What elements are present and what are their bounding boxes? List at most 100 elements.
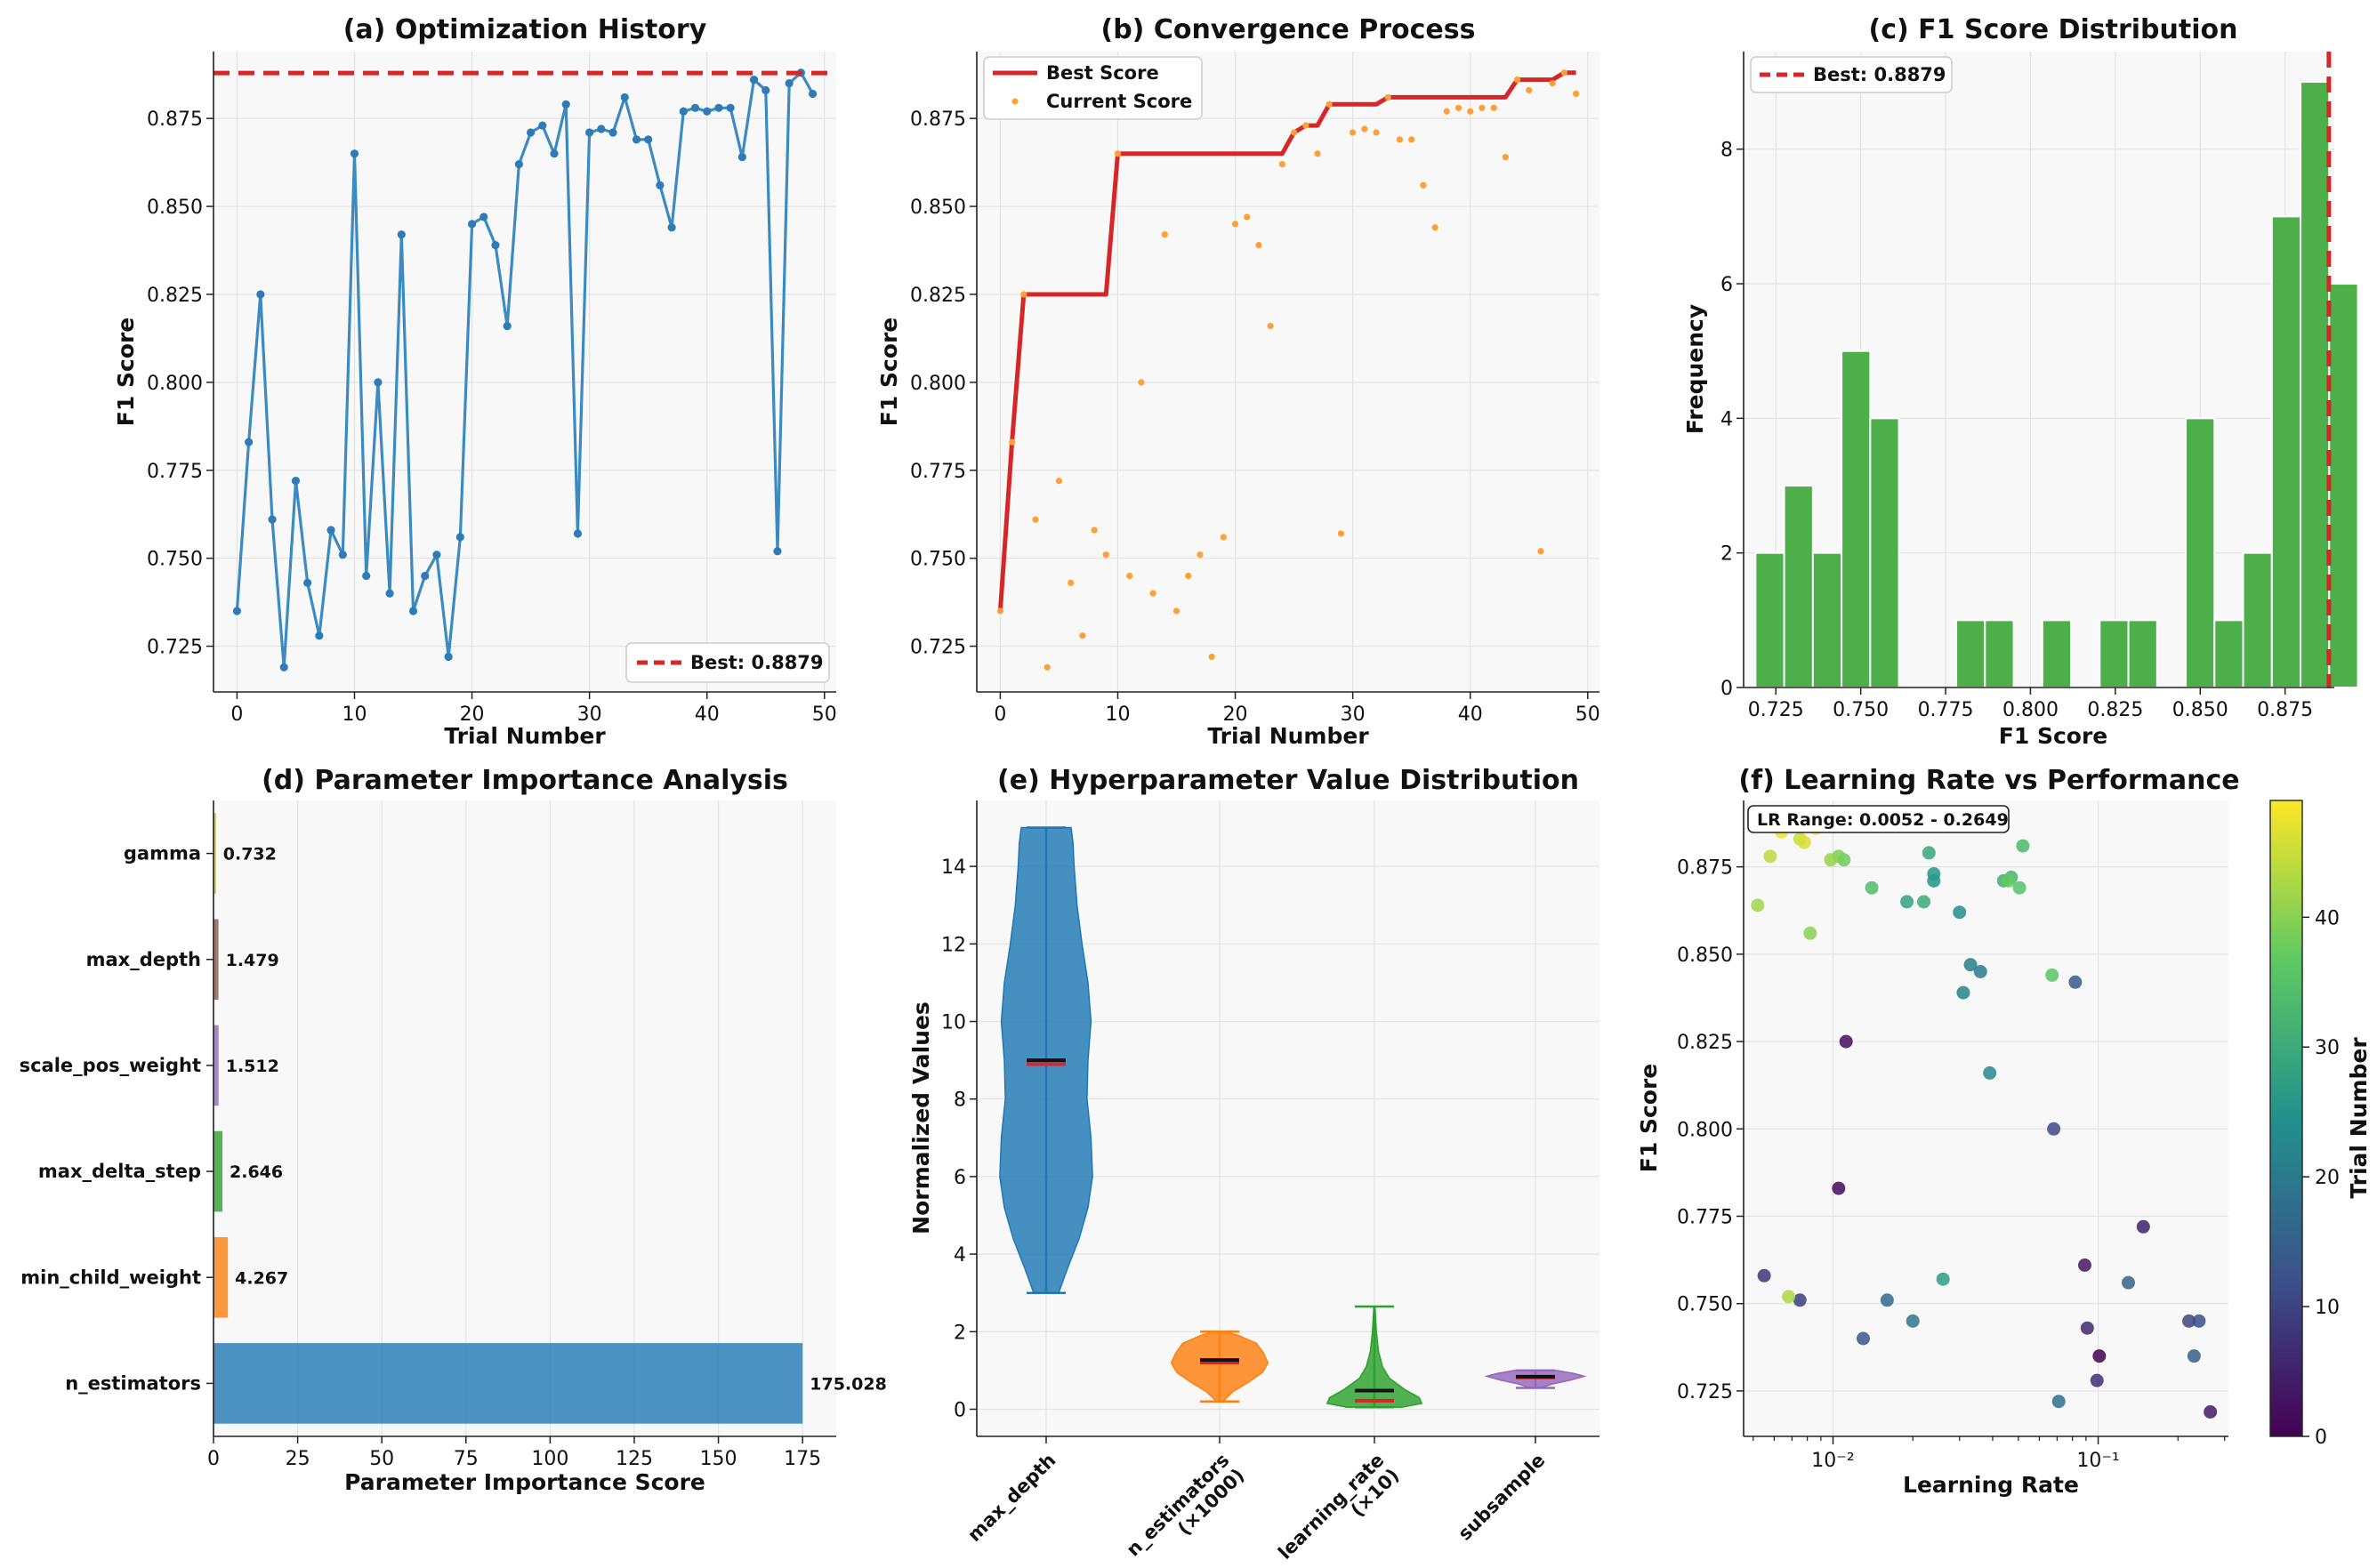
panel-f-trial-point — [1757, 1268, 1771, 1283]
panel-f-y-tick-label: 0.825 — [1677, 1032, 1733, 1054]
panel-f-annotation-text: LR Range: 0.0052 - 0.2649 — [1757, 810, 2009, 830]
panel-a-trial-point — [808, 89, 818, 99]
panel-a-trial-point — [291, 477, 301, 486]
panel-a-trial-point — [315, 631, 324, 640]
panel-a-y-tick-label: 0.850 — [147, 197, 203, 219]
panel-a-trial-point — [268, 515, 277, 524]
panel-b-current-score-point — [1373, 129, 1380, 136]
panel-a-trial-point — [444, 652, 453, 662]
panel-f-trial-point — [2204, 1405, 2218, 1419]
panel-a-plot-area — [214, 52, 836, 692]
panel-a-trial-point — [656, 181, 665, 189]
panel-b-current-score-point — [1161, 231, 1168, 238]
panel-c-legend-best-label: Best: 0.8879 — [1813, 64, 1946, 85]
panel-b-current-score-point — [1091, 527, 1098, 534]
panel-b-y-tick-label: 0.850 — [910, 197, 966, 219]
panel-b-current-score-point — [1020, 291, 1027, 298]
panel-b-current-score-point — [1255, 241, 1262, 249]
panel-b-y-tick-label: 0.725 — [910, 637, 966, 659]
panel-f-x-tick-label: 10⁻² — [1811, 1450, 1854, 1472]
panel-f-y-tick-label: 0.775 — [1677, 1207, 1733, 1229]
panel-b-current-score-point — [1220, 534, 1227, 541]
panel-a-trial-point — [667, 223, 676, 232]
panel-b-current-score-point — [1325, 101, 1333, 108]
panel-c-y-tick-label: 0 — [1720, 678, 1733, 700]
panel-f-trial-point — [1900, 895, 1914, 909]
panel-c: 0.725 0.750 0.775 0.800 0.825 0.850 0.875 0 2 4 6 8… — [1682, 14, 2359, 749]
panel-f-trial-point — [1865, 880, 1879, 895]
panel-f-annotation: LR Range: 0.0052 - 0.2649 — [1747, 805, 2010, 833]
panel-d-x-tick-label: 50 — [369, 1448, 394, 1470]
panel-a-trial-point — [514, 159, 523, 169]
panel-d-bar-max_delta_step — [214, 1130, 223, 1212]
panel-b-current-score-point — [1149, 590, 1156, 597]
panel-b-legend: Best Score Current Score — [983, 56, 1203, 120]
panel-c-histogram-bar — [2328, 283, 2359, 688]
panel-f-ticks: 0.725 0.750 0.775 0.800 0.825 0.850 0.875 10⁻² 1… — [1677, 857, 2226, 1472]
panel-f-trial-point — [2047, 1122, 2061, 1136]
colorbar-tick-label: 20 — [2315, 1167, 2340, 1189]
panel-f-annotation-box — [1747, 805, 2010, 833]
panel-a-x-tick-label: 20 — [460, 704, 485, 726]
panel-e-y-tick-label: 4 — [954, 1244, 966, 1266]
panel-d-x-tick-label: 100 — [531, 1448, 568, 1470]
panel-d-x-tick-label: 175 — [784, 1448, 821, 1470]
panel-f-trial-point — [2077, 1258, 2091, 1272]
panel-c-y-tick-label: 2 — [1720, 543, 1733, 566]
panel-d-value-label: 0.732 — [223, 845, 277, 864]
panel-f-trial-point — [1793, 1293, 1807, 1307]
panel-b-current-score-point — [1055, 478, 1063, 485]
panel-d-x-tick-label: 75 — [454, 1448, 479, 1470]
panel-b-title: (b) Convergence Process — [1100, 14, 1475, 45]
panel-d-value-label: 1.512 — [226, 1057, 279, 1076]
panel-c-histogram-bar — [1869, 417, 1900, 688]
panel-b-current-score-point — [1244, 213, 1251, 221]
panel-f-trial-point — [1922, 846, 1936, 860]
panel-a-x-tick-label: 40 — [695, 704, 720, 726]
panel-b-current-score-point — [1337, 530, 1345, 537]
panel-f-trial-point — [1839, 1034, 1853, 1049]
panel-f-trial-point — [2002, 873, 2016, 888]
panel-b-current-score-point — [996, 607, 1004, 615]
panel-a: 0 10 20 30 40 50 0.725 0.750 0.775 0.800 0.825 0.85… — [113, 14, 837, 749]
panel-a-y-tick-label: 0.750 — [147, 549, 203, 571]
panel-f-y-tick-label: 0.850 — [1677, 945, 1733, 967]
panel-b-current-score-point — [1114, 150, 1122, 157]
panel-b-current-score-point — [1537, 548, 1544, 555]
panel-f-trial-point — [1880, 1293, 1894, 1307]
panel-f-x-tick-label: 10⁻¹ — [2076, 1450, 2119, 1472]
panel-d: 0 25 50 75 100 125 150 175 gamma 0.732 max_depth 1.… — [20, 765, 887, 1495]
panel-e-marks — [999, 826, 1587, 1409]
panel-c-histogram-bar — [2185, 417, 2216, 688]
panel-a-x-tick-label: 0 — [230, 704, 243, 726]
panel-c-legend: Best: 0.8879 — [1750, 56, 1953, 93]
panel-e-category-label: learning_rate(×10) — [1274, 1450, 1403, 1568]
panel-b-current-score-point — [1526, 86, 1533, 94]
panel-c-histogram-bar — [2270, 215, 2302, 689]
panel-c-x-tick-label: 0.825 — [2087, 699, 2143, 721]
panel-e-y-tick-label: 6 — [954, 1167, 966, 1189]
panel-f-trial-point — [1832, 1181, 1846, 1195]
panel-a-trial-point — [737, 153, 746, 162]
panel-f-trial-point — [2012, 880, 2026, 895]
panel-c-histogram-bar — [1984, 619, 2015, 688]
panel-f-trial-point — [2051, 1395, 2066, 1409]
panel-f-trial-point — [1824, 853, 1838, 867]
panel-d-value-label: 2.646 — [230, 1162, 283, 1182]
panel-b-current-score-point — [1079, 632, 1086, 639]
panel-a-y-tick-label: 0.775 — [147, 461, 203, 483]
panel-d-bar-gamma — [214, 813, 216, 894]
panel-b: 0 10 20 30 40 50 0.725 0.750 0.775 0.800 0.825 0.85… — [876, 14, 1600, 749]
panel-b-current-score-point — [1479, 104, 1486, 111]
panel-b-current-score-point — [1197, 551, 1204, 559]
panel-b-y-tick-label: 0.875 — [910, 109, 966, 131]
panel-a-trial-point — [408, 607, 418, 615]
panel-a-trial-point — [432, 551, 441, 559]
panel-f-ylabel: F1 Score — [1636, 1064, 1662, 1172]
panel-c-histogram-bar — [1811, 551, 1843, 688]
panel-b-current-score-point — [1208, 653, 1215, 661]
panel-b-ylabel: F1 Score — [876, 318, 902, 426]
panel-a-trial-point — [245, 438, 254, 446]
panel-b-best-score-line — [997, 70, 1576, 612]
panel-b-legend-current-swatch — [1011, 98, 1019, 105]
